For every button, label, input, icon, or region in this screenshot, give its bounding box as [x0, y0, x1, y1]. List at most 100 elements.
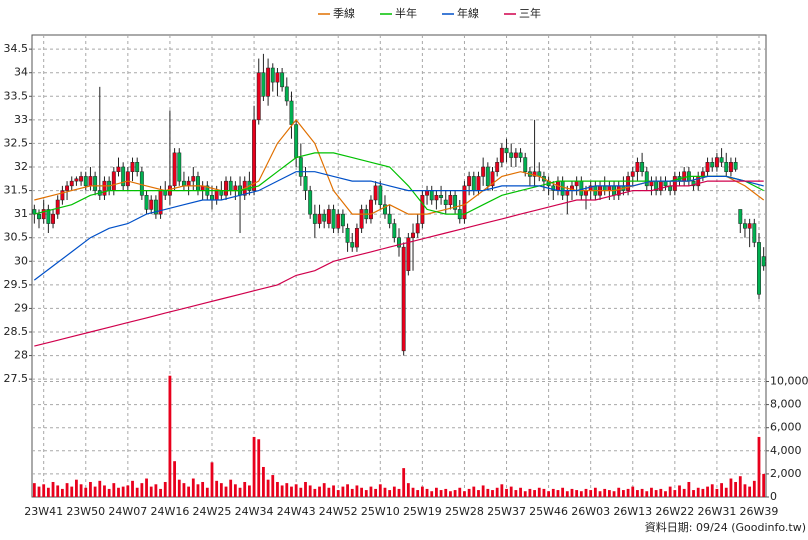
volume-bar	[388, 490, 392, 497]
candle-body	[196, 176, 200, 191]
candle-body	[602, 185, 607, 191]
candle-body	[270, 67, 275, 83]
candle-body	[747, 223, 752, 229]
candle-body	[233, 185, 238, 191]
volume-bar	[551, 488, 555, 497]
volume-bar	[762, 473, 766, 497]
candle-body	[88, 176, 93, 187]
volume-bar	[56, 485, 60, 497]
candle-body	[46, 209, 51, 224]
volume-bar	[313, 488, 317, 497]
y-tick-label: 29.5	[4, 278, 29, 291]
volume-bar	[290, 486, 293, 497]
candle-body	[406, 237, 411, 271]
candle-body	[565, 190, 570, 196]
volume-bar	[163, 481, 167, 497]
candle-body	[177, 152, 182, 182]
volume-bar	[570, 488, 574, 497]
volume-bar	[397, 488, 401, 497]
candle-body	[359, 209, 364, 229]
candle-body	[560, 180, 565, 196]
candle-body	[443, 199, 448, 205]
volume-bar	[528, 488, 532, 497]
candle-body	[130, 162, 135, 172]
candle-body	[551, 185, 556, 191]
volume-bar	[565, 491, 569, 497]
candle-body	[181, 180, 186, 187]
candle-body	[714, 157, 719, 168]
volume-bar	[369, 486, 373, 497]
y-tick-label: 30	[14, 254, 28, 267]
volume-bar	[626, 488, 630, 497]
candle-body	[738, 209, 743, 224]
x-tick-label: 24W07	[108, 505, 147, 518]
volume-bar	[481, 485, 485, 497]
candle-body	[425, 190, 430, 196]
volume-bar	[383, 487, 387, 497]
volume-bar	[308, 485, 312, 497]
candle-body	[383, 204, 387, 215]
candle-body	[434, 195, 439, 201]
volume-bar	[561, 487, 565, 497]
x-tick-label: 25W46	[529, 505, 568, 518]
x-tick-label: 23W41	[24, 505, 63, 518]
volume-bar	[402, 468, 406, 497]
volume-bar	[579, 491, 583, 497]
candle-body	[378, 185, 383, 205]
x-tick-label: 24W34	[235, 505, 274, 518]
candle-body	[153, 199, 158, 215]
y-tick-label: 29	[14, 301, 28, 314]
candle-body	[743, 223, 747, 229]
volume-bar	[168, 375, 172, 497]
volume-bar	[449, 491, 452, 497]
volume-bar	[257, 439, 261, 497]
candle-body	[336, 213, 341, 229]
candle-body	[579, 180, 584, 196]
volume-bar	[131, 480, 134, 497]
volume-bar	[392, 486, 396, 497]
volume-bar	[547, 491, 551, 497]
volume-bar	[416, 490, 420, 497]
volume-bar	[617, 487, 621, 497]
candle-body	[490, 171, 495, 187]
candle-body	[644, 171, 649, 187]
volume-bar	[631, 486, 635, 497]
candle-body	[37, 213, 41, 220]
volume-bar	[472, 486, 476, 497]
candle-body	[219, 190, 224, 196]
volume-bar	[247, 485, 251, 497]
candle-body	[467, 176, 472, 187]
volume-bar	[463, 491, 466, 497]
volume-bar	[191, 478, 195, 497]
volume-bar	[140, 483, 144, 497]
volume-bar	[79, 484, 83, 497]
candle-body	[210, 195, 214, 201]
candle-body	[630, 171, 635, 177]
candle-body	[373, 185, 378, 201]
y-tick-label: 34	[14, 66, 28, 79]
candle-body	[710, 162, 715, 168]
volume-bar	[673, 490, 677, 497]
volume-bar	[233, 484, 237, 497]
y-tick-label: 28.5	[4, 325, 29, 338]
volume-bar	[701, 488, 705, 497]
candle-body	[476, 176, 481, 191]
x-tick-label: 24W16	[150, 505, 189, 518]
candle-body	[186, 180, 191, 187]
volume-bar	[509, 486, 513, 497]
volume-bar	[145, 478, 148, 497]
candle-body	[340, 213, 345, 227]
volume-bar	[467, 488, 471, 497]
candle-body	[345, 228, 350, 243]
volume-bar	[659, 488, 663, 497]
candle-body	[51, 213, 55, 224]
candle-body	[640, 162, 645, 172]
volume-bar	[210, 462, 214, 497]
volume-bar	[84, 487, 88, 497]
volume-bar	[598, 491, 602, 497]
volume-bar	[411, 487, 415, 497]
x-tick-label: 24W52	[319, 505, 358, 518]
candle-body	[322, 213, 327, 222]
